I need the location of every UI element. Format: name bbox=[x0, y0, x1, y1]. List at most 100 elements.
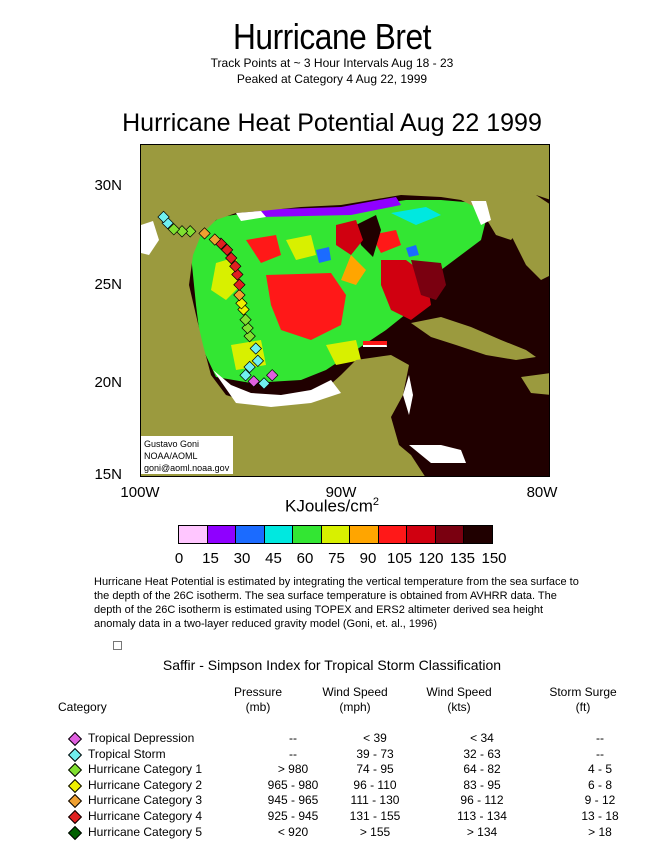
category-marker-icon bbox=[67, 778, 83, 793]
main-title: Hurricane Bret bbox=[232, 16, 432, 57]
colorbar-tick-label: 105 bbox=[386, 550, 413, 567]
pressure-value: 965 - 980 bbox=[267, 777, 319, 792]
lat-label-30n: 30N bbox=[94, 177, 122, 194]
no-data-white bbox=[141, 201, 491, 463]
colorbar-swatch bbox=[207, 526, 237, 543]
lon-label-80w: 80W bbox=[526, 484, 558, 501]
wind-kts-value: 83 - 95 bbox=[463, 777, 501, 792]
table-row: Hurricane Category 3 945 - 965 111 - 130 96… bbox=[67, 793, 628, 809]
header-wind-kts: Wind Speed (kts) bbox=[426, 685, 492, 714]
colorbar-tick-label: 90 bbox=[359, 550, 377, 567]
pressure-value: > 980 bbox=[277, 762, 309, 777]
land bbox=[141, 145, 549, 476]
units-text: KJoules/cm bbox=[285, 496, 373, 516]
lat-label-15n: 15N bbox=[94, 466, 122, 483]
table-row: Hurricane Category 2 965 - 980 96 - 110 83 … bbox=[67, 777, 628, 794]
colorbar bbox=[178, 525, 493, 544]
table-row: Tropical Storm -- 39 - 73 32 - 63 -- bbox=[67, 746, 628, 763]
map-title: Hurricane Heat Potential Aug 22 1999 bbox=[122, 109, 542, 137]
pressure-value: < 920 bbox=[277, 824, 309, 839]
credit-name: Gustavo Goni bbox=[144, 439, 200, 449]
track-subtitle: Track Points at ~ 3 Hour Intervals Aug 1… bbox=[210, 56, 454, 70]
lat-label-20n: 20N bbox=[94, 374, 122, 391]
colorbar-tick-label: 150 bbox=[481, 550, 507, 567]
wind-mph-value: 96 - 110 bbox=[353, 777, 397, 792]
colorbar-swatch bbox=[293, 526, 322, 543]
track-point bbox=[184, 225, 197, 238]
category-marker-icon bbox=[67, 731, 83, 747]
wind-mph-value: > 155 bbox=[359, 824, 391, 839]
peak-subtitle: Peaked at Category 4 Aug 22, 1999 bbox=[236, 72, 428, 86]
surge-value: 9 - 12 bbox=[584, 793, 616, 808]
track-point bbox=[220, 243, 234, 256]
category-label: Tropical Depression bbox=[88, 731, 195, 745]
colorbar-swatch bbox=[350, 526, 379, 543]
track-point bbox=[266, 369, 279, 382]
category-label: Hurricane Category 3 bbox=[88, 793, 203, 808]
units-exponent: 2 bbox=[372, 496, 379, 508]
lon-label-90w: 90W bbox=[325, 484, 357, 501]
track-point bbox=[235, 297, 248, 310]
table-row: Tropical Depression -- < 39 < 34 -- bbox=[67, 731, 628, 747]
table-row: Hurricane Category 5 < 920 > 155 > 134 > 18 bbox=[67, 824, 628, 841]
colorbar-ticks: 0 15 30 45 60 75 90 105 120 135 150 bbox=[162, 550, 512, 568]
colorbar-tick-label: 120 bbox=[418, 550, 444, 567]
track-point bbox=[257, 377, 271, 390]
wind-mph-value: < 39 bbox=[363, 731, 387, 745]
heat-field bbox=[191, 197, 486, 383]
colorbar-tick-label: 60 bbox=[296, 550, 314, 567]
table-row: Hurricane Category 1 > 980 74 - 95 64 - 82 4… bbox=[67, 762, 628, 778]
wind-kts-value: 64 - 82 bbox=[463, 762, 501, 777]
category-marker-icon bbox=[67, 809, 83, 825]
category-marker-icon bbox=[67, 763, 83, 778]
wind-mph-value: 111 - 130 bbox=[350, 793, 400, 808]
lon-label-100w: 100W bbox=[120, 484, 160, 501]
pressure-value: 945 - 965 bbox=[267, 793, 319, 808]
table-title: Saffir - Simpson Index for Tropical Stor… bbox=[162, 657, 502, 673]
track-point bbox=[233, 278, 246, 291]
colorbar-swatch bbox=[321, 526, 351, 543]
checkbox[interactable] bbox=[113, 641, 122, 650]
track-point bbox=[239, 313, 252, 326]
track-point bbox=[251, 354, 265, 367]
credit-box: Gustavo Goni NOAA/AOML goni@aoml.noaa.go… bbox=[141, 436, 233, 474]
track-point bbox=[229, 260, 242, 273]
table-row: Hurricane Category 4 925 - 945 131 - 155 11… bbox=[67, 809, 628, 825]
category-label: Hurricane Category 5 bbox=[88, 824, 203, 839]
category-label: Hurricane Category 4 bbox=[88, 809, 203, 823]
track-point bbox=[249, 342, 262, 355]
wind-kts-value: 96 - 112 bbox=[460, 793, 504, 808]
surge-value: > 18 bbox=[588, 824, 612, 839]
colorbar-tick-label: 135 bbox=[449, 550, 476, 567]
wind-kts-value: 113 - 134 bbox=[457, 809, 507, 823]
track-point bbox=[247, 375, 260, 388]
surge-value: -- bbox=[596, 731, 604, 745]
surge-value: 13 - 18 bbox=[581, 809, 619, 823]
credit-org: NOAA/AOML bbox=[144, 451, 198, 461]
track-point bbox=[225, 251, 238, 265]
colorbar-swatch bbox=[464, 526, 493, 543]
colorbar-tick-label: 30 bbox=[233, 550, 251, 567]
track-point bbox=[198, 227, 211, 240]
pressure-value: -- bbox=[289, 746, 297, 761]
colorbar-swatch bbox=[236, 526, 265, 543]
header-pressure: Pressure (mb) bbox=[233, 685, 283, 714]
track-point bbox=[243, 360, 256, 374]
lat-label-25n: 25N bbox=[94, 276, 122, 293]
category-label: Hurricane Category 1 bbox=[88, 762, 203, 777]
surge-value: -- bbox=[596, 746, 604, 761]
surge-value: 4 - 5 bbox=[587, 762, 612, 777]
category-marker-icon bbox=[67, 794, 83, 809]
colorbar-swatch bbox=[378, 526, 408, 543]
colorbar-tick-label: 45 bbox=[265, 550, 282, 567]
category-marker-icon bbox=[67, 825, 83, 840]
colorbar-units: KJoules/cm2 bbox=[0, 496, 664, 517]
hurricane-track bbox=[157, 210, 279, 390]
category-label: Hurricane Category 2 bbox=[88, 777, 203, 792]
wind-mph-value: 74 - 95 bbox=[356, 762, 394, 777]
track-point bbox=[241, 321, 254, 335]
track-point bbox=[239, 369, 252, 382]
colorbar-tick-label: 15 bbox=[202, 550, 219, 567]
credit-email: goni@aoml.noaa.gov bbox=[144, 463, 230, 473]
track-point bbox=[243, 330, 256, 343]
